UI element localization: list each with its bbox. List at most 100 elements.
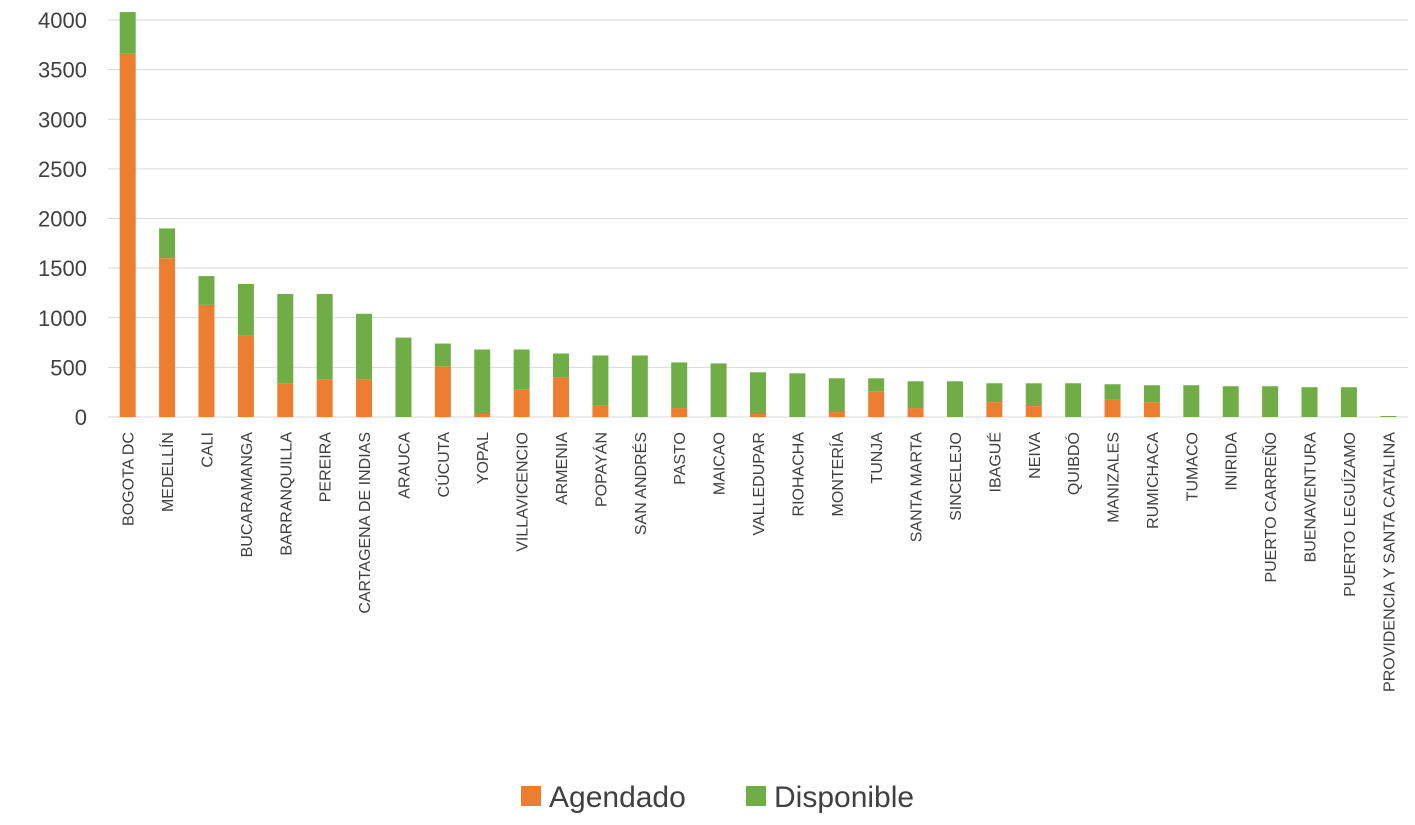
bar-segment-disponible [553, 353, 570, 378]
bar-segment-disponible [946, 381, 963, 417]
y-tick-label: 3000 [38, 107, 87, 132]
x-tick-label: POPAYÁN [591, 432, 610, 507]
bar-segment-disponible [631, 355, 648, 417]
bar-segment-agendado [356, 379, 373, 417]
bar-segment-disponible [1222, 386, 1239, 417]
bar-segment-agendado [907, 408, 924, 417]
bar-segment-agendado [1143, 402, 1160, 417]
x-tick-label: CALI [199, 432, 216, 468]
bar-segment-agendado [553, 377, 570, 417]
x-tick-label: ARMENIA [554, 432, 571, 505]
x-tick-label: PEREIRA [318, 432, 335, 503]
bar-segment-agendado [513, 389, 530, 417]
y-tick-label: 1500 [38, 256, 87, 281]
bar-segment-disponible [237, 284, 254, 336]
bar-segment-disponible [513, 349, 530, 390]
y-tick-label: 1000 [38, 306, 87, 331]
bar-segment-disponible [1104, 384, 1121, 400]
y-tick-label: 0 [75, 405, 87, 430]
bar-segment-disponible [868, 378, 885, 392]
bar-segment-disponible [1380, 416, 1397, 417]
x-tick-label: TUNJA [869, 432, 886, 484]
bar-segment-disponible [395, 337, 412, 417]
y-tick-label: 2500 [38, 157, 87, 182]
x-tick-label: PASTO [672, 432, 689, 485]
x-tick-label: NEIVA [1027, 432, 1044, 479]
bar-segment-disponible [1301, 387, 1318, 417]
bar-segment-agendado [237, 335, 254, 417]
x-tick-label: RIOHACHA [790, 432, 807, 517]
bar-segment-disponible [119, 12, 136, 54]
bar-segment-disponible [434, 343, 451, 367]
bar-segment-disponible [316, 293, 333, 380]
bar-segment-disponible [356, 313, 373, 380]
bar-segment-disponible [789, 373, 806, 417]
bar-segment-disponible [277, 293, 294, 384]
bar-segment-disponible [907, 381, 924, 409]
x-tick-label: ARAUCA [396, 432, 413, 499]
bar-segment-disponible [828, 378, 845, 413]
x-tick-label: BUENAVENTURA [1303, 432, 1320, 563]
x-tick-label: PUERTO LEGUÍZAMO [1340, 432, 1359, 597]
x-tick-label: BUCARAMANGA [239, 432, 256, 558]
bar-segment-disponible [1262, 386, 1279, 417]
bar-segment-disponible [1065, 383, 1082, 417]
bar-segment-agendado [828, 412, 845, 417]
x-tick-label: RUMICHACA [1145, 432, 1162, 529]
x-tick-label: YOPAL [475, 432, 492, 484]
bar-segment-disponible [159, 228, 176, 259]
legend-label-disponible: Disponible [774, 781, 914, 814]
bar-segment-disponible [1183, 385, 1200, 417]
x-tick-label: PROVIDENCIA Y SANTA CATALINA [1381, 432, 1398, 692]
y-tick-label: 3500 [38, 58, 87, 83]
x-tick-label: IBAGUÉ [985, 432, 1004, 492]
bar-segment-disponible [671, 362, 688, 409]
x-tick-label: SANTA MARTA [909, 432, 926, 543]
x-tick-label: TUMACO [1184, 432, 1201, 501]
x-tick-label: SINCELEJO [948, 432, 965, 521]
x-tick-label: CÚCUTA [434, 432, 453, 498]
x-tick-label: SAN ANDRÉS [631, 432, 650, 535]
bar-segment-agendado [434, 366, 451, 417]
x-tick-label: VILLAVICENCIO [515, 432, 532, 552]
bar-segment-disponible [986, 383, 1003, 403]
x-tick-label: BOGOTA DC [121, 432, 138, 526]
bar-segment-agendado [1025, 406, 1042, 417]
x-tick-label: VALLEDUPAR [751, 432, 768, 535]
bar-segment-agendado [750, 414, 766, 417]
bar-segment-agendado [277, 383, 294, 417]
x-tick-label: MEDELLÍN [158, 432, 177, 512]
bar-segment-agendado [868, 391, 885, 417]
legend-label-agendado: Agendado [549, 781, 686, 814]
x-tick-label: MAICAO [712, 432, 729, 495]
axis-layer: 0 500 1000 1500 2000 2500 3000 3500 4000 BOGOTA D… [38, 8, 1398, 692]
x-tick-label: BARRANQUILLA [278, 432, 295, 556]
x-tick-label: MANIZALES [1106, 432, 1123, 523]
bar-segment-agendado [119, 53, 136, 418]
x-tick-label: PUERTO CARREÑO [1260, 432, 1280, 583]
x-tick-label: CARTAGENA DE INDIAS [357, 432, 374, 614]
bar-segment-disponible [1143, 385, 1160, 403]
x-tick-label: INIRIDA [1224, 432, 1241, 491]
bar-segment-disponible [474, 349, 491, 415]
bar-segment-agendado [198, 304, 215, 417]
legend-swatch-disponible [746, 786, 766, 806]
x-tick-label: QUIBDÓ [1064, 432, 1083, 495]
y-tick-label: 2000 [38, 207, 87, 232]
bar-segment-agendado [986, 402, 1003, 417]
bar-segment-disponible [1025, 383, 1042, 407]
bars-layer [119, 12, 1397, 418]
bar-segment-agendado [316, 379, 333, 417]
bar-segment-disponible [592, 355, 609, 406]
grid-layer [108, 19, 1408, 418]
x-tick-label: MONTERÍA [828, 432, 847, 517]
bar-segment-agendado [159, 258, 176, 417]
legend: Agendado Disponible [521, 781, 914, 814]
bar-segment-disponible [198, 276, 215, 305]
y-tick-label: 4000 [38, 8, 87, 33]
bar-segment-disponible [1340, 387, 1357, 417]
bar-segment-agendado [474, 414, 491, 417]
bar-segment-disponible [710, 363, 727, 417]
y-tick-label: 500 [50, 355, 87, 380]
